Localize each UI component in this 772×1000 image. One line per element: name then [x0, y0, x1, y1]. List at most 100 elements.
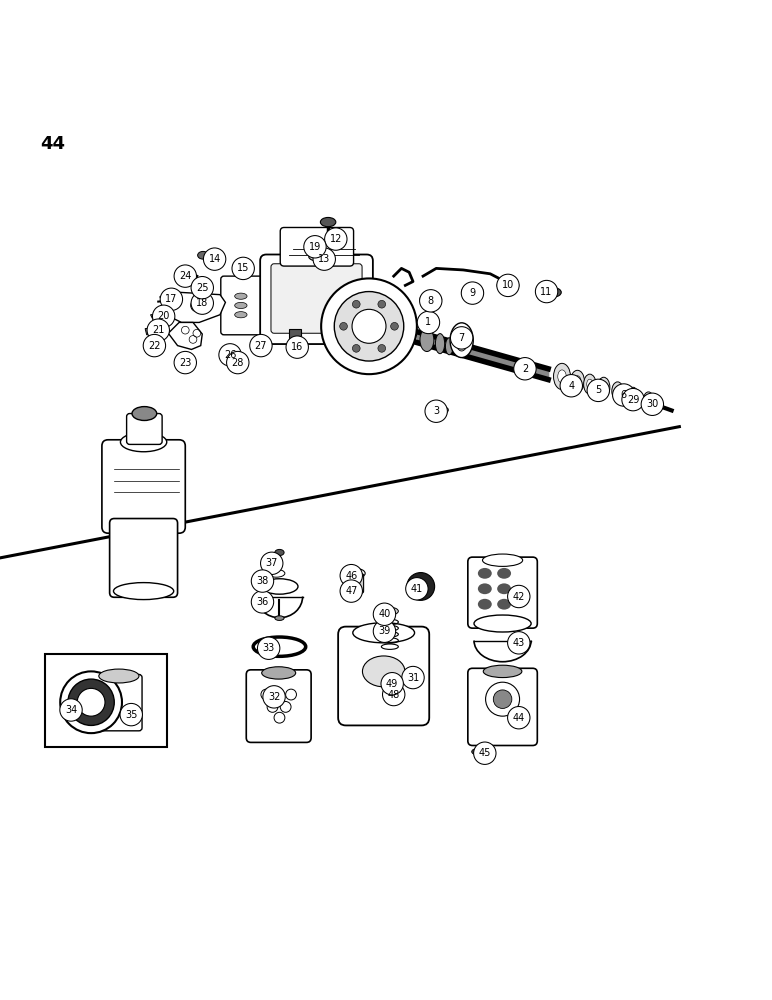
Ellipse shape — [554, 363, 571, 390]
Circle shape — [262, 686, 285, 708]
FancyBboxPatch shape — [271, 264, 362, 333]
Ellipse shape — [497, 568, 511, 579]
Text: 23: 23 — [179, 358, 191, 368]
Circle shape — [407, 573, 435, 600]
Circle shape — [191, 299, 203, 312]
Ellipse shape — [268, 569, 285, 577]
Circle shape — [473, 742, 496, 764]
Polygon shape — [166, 292, 225, 322]
Circle shape — [313, 248, 335, 270]
Circle shape — [508, 585, 530, 608]
Circle shape — [334, 292, 404, 361]
Circle shape — [60, 671, 122, 733]
Circle shape — [352, 300, 360, 308]
Circle shape — [191, 292, 213, 314]
Circle shape — [257, 637, 279, 659]
Circle shape — [227, 351, 249, 374]
Text: 29: 29 — [627, 395, 639, 405]
Text: 19: 19 — [309, 242, 321, 252]
Circle shape — [352, 345, 360, 352]
Ellipse shape — [574, 376, 581, 387]
Ellipse shape — [482, 554, 523, 566]
Ellipse shape — [235, 264, 252, 273]
Circle shape — [417, 311, 440, 334]
Circle shape — [191, 277, 213, 299]
Circle shape — [68, 679, 114, 725]
Text: 33: 33 — [262, 643, 275, 653]
Circle shape — [373, 620, 395, 642]
Text: 22: 22 — [148, 341, 161, 351]
FancyBboxPatch shape — [102, 440, 185, 533]
Polygon shape — [168, 322, 202, 349]
Text: 47: 47 — [345, 586, 357, 596]
Ellipse shape — [472, 749, 482, 755]
Ellipse shape — [478, 583, 492, 594]
Ellipse shape — [630, 392, 635, 400]
Text: 13: 13 — [318, 254, 330, 264]
Circle shape — [382, 683, 405, 706]
Ellipse shape — [309, 252, 332, 261]
Text: 5: 5 — [595, 385, 601, 395]
Bar — [45, 654, 167, 747]
Ellipse shape — [546, 288, 561, 297]
Circle shape — [508, 632, 530, 654]
Circle shape — [406, 578, 428, 600]
Circle shape — [324, 228, 347, 250]
Ellipse shape — [235, 312, 247, 318]
FancyBboxPatch shape — [221, 276, 273, 335]
FancyBboxPatch shape — [127, 414, 162, 444]
Text: 39: 39 — [378, 626, 391, 636]
Ellipse shape — [420, 328, 434, 352]
Text: 26: 26 — [224, 350, 236, 360]
Circle shape — [174, 265, 196, 287]
Ellipse shape — [132, 407, 157, 420]
Ellipse shape — [587, 379, 593, 389]
Text: 45: 45 — [479, 748, 491, 758]
Circle shape — [420, 290, 442, 312]
Circle shape — [232, 257, 255, 280]
Text: 48: 48 — [388, 690, 400, 700]
Text: 30: 30 — [646, 399, 659, 409]
Ellipse shape — [388, 693, 397, 699]
Text: 43: 43 — [513, 638, 525, 648]
Circle shape — [493, 690, 512, 708]
Ellipse shape — [445, 338, 453, 355]
FancyBboxPatch shape — [468, 557, 537, 628]
Text: 6: 6 — [621, 390, 627, 400]
Ellipse shape — [428, 407, 449, 417]
Text: 34: 34 — [65, 705, 77, 715]
Text: 25: 25 — [196, 283, 208, 293]
Ellipse shape — [256, 340, 269, 351]
Circle shape — [613, 384, 635, 406]
Text: 32: 32 — [268, 692, 280, 702]
FancyBboxPatch shape — [338, 627, 429, 725]
Text: 15: 15 — [237, 263, 249, 273]
Circle shape — [340, 322, 347, 330]
Circle shape — [352, 309, 386, 343]
Text: 31: 31 — [407, 673, 419, 683]
Text: 7: 7 — [459, 333, 465, 343]
Circle shape — [59, 699, 82, 721]
Circle shape — [587, 379, 609, 402]
Ellipse shape — [275, 549, 284, 556]
Ellipse shape — [643, 392, 653, 407]
Circle shape — [251, 570, 273, 592]
Circle shape — [378, 300, 386, 308]
Text: 36: 36 — [256, 597, 269, 607]
Ellipse shape — [615, 387, 621, 396]
Ellipse shape — [348, 569, 365, 578]
Ellipse shape — [120, 432, 167, 452]
Circle shape — [204, 248, 225, 270]
Text: 17: 17 — [165, 294, 178, 304]
FancyBboxPatch shape — [110, 519, 178, 597]
FancyBboxPatch shape — [280, 227, 354, 266]
Ellipse shape — [275, 616, 284, 620]
FancyBboxPatch shape — [96, 674, 142, 731]
Ellipse shape — [435, 334, 445, 354]
Text: 49: 49 — [386, 679, 398, 689]
Circle shape — [621, 388, 644, 411]
Ellipse shape — [235, 302, 247, 309]
FancyBboxPatch shape — [347, 573, 364, 593]
Ellipse shape — [320, 217, 336, 227]
Circle shape — [144, 334, 165, 357]
